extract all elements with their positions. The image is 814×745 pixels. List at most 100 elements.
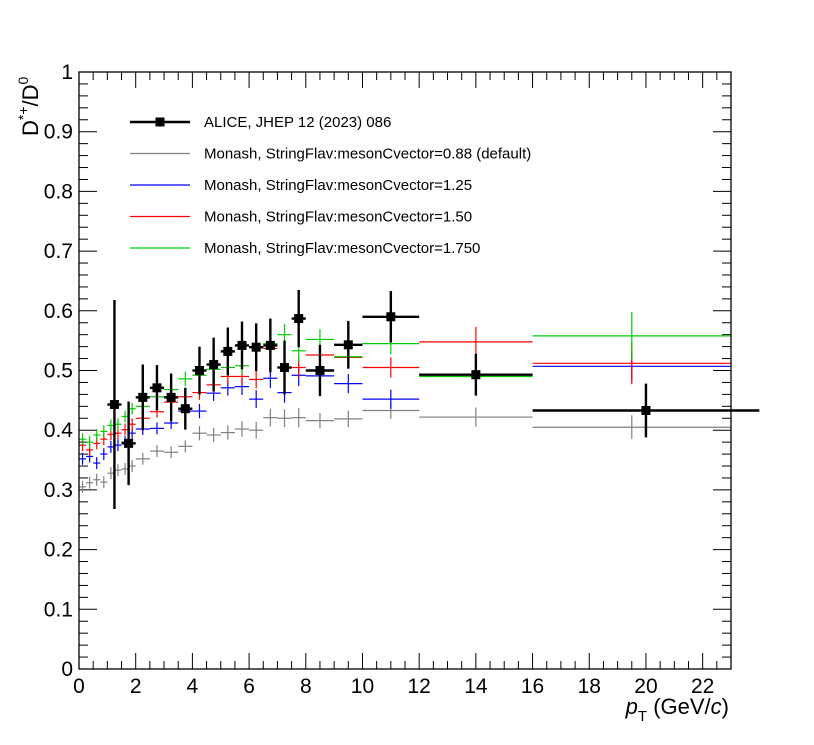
mc-point xyxy=(79,480,87,493)
x-axis-label-symbol: p xyxy=(625,694,638,719)
data-marker xyxy=(237,340,247,350)
data-marker xyxy=(251,342,261,352)
mc-point xyxy=(419,407,533,427)
mc-point xyxy=(192,403,207,419)
y-axis-label-base: D xyxy=(18,120,43,136)
series-1 xyxy=(79,402,731,493)
data-point xyxy=(206,337,221,392)
mc-point xyxy=(234,421,250,437)
mc-point xyxy=(100,476,108,489)
mc-point xyxy=(249,390,264,409)
y-tick-label: 1 xyxy=(61,61,73,84)
y-tick-label: 0.6 xyxy=(44,300,73,323)
mc-point xyxy=(532,311,731,360)
legend-marker xyxy=(155,117,165,127)
mc-point xyxy=(93,429,101,441)
data-marker xyxy=(280,363,290,373)
mc-point xyxy=(249,370,264,389)
legend-entry: Monash, StringFlav:mesonCvector=1.50 xyxy=(130,209,472,226)
x-tick-label: 6 xyxy=(243,675,255,698)
mc-point xyxy=(86,476,94,489)
x-tick-label: 2 xyxy=(130,675,142,698)
y-axis-label: D*+/D0 xyxy=(15,76,43,136)
y-tick-label: 0.3 xyxy=(44,479,73,502)
data-marker xyxy=(152,383,162,393)
mc-point xyxy=(178,371,193,387)
data-marker xyxy=(138,392,148,402)
mc-point xyxy=(206,427,221,443)
y-tick-label: 0.8 xyxy=(44,180,73,203)
x-axis-label-unit-symbol: c xyxy=(711,694,722,719)
mc-point xyxy=(93,457,101,470)
data-point xyxy=(291,289,306,348)
data-marker xyxy=(194,366,204,375)
x-tick-label: 12 xyxy=(407,675,430,698)
data-marker xyxy=(109,400,119,410)
legend-entry: Monash, StringFlav:mesonCvector=1.25 xyxy=(130,177,472,194)
data-point xyxy=(121,401,136,486)
mc-point xyxy=(362,389,420,409)
mc-point xyxy=(192,426,207,441)
data-marker xyxy=(294,314,304,324)
mc-point xyxy=(135,452,150,465)
y-axis-label-mid: /D xyxy=(18,84,43,106)
mc-point xyxy=(419,326,533,357)
data-point xyxy=(192,346,207,395)
data-point xyxy=(362,291,420,343)
data-marker xyxy=(180,404,190,414)
x-tick-label: 14 xyxy=(464,675,488,698)
x-axis-label: pT (GeV/c) xyxy=(625,694,729,725)
y-tick-label: 0.9 xyxy=(44,121,73,144)
data-point xyxy=(263,318,278,373)
data-marker xyxy=(166,392,176,402)
axis-ticks xyxy=(78,71,732,670)
y-tick-label: 0.5 xyxy=(44,360,73,383)
mc-point xyxy=(334,374,363,394)
series-3 xyxy=(79,326,731,456)
x-tick-label: 20 xyxy=(634,675,657,698)
y-axis-label-sup1: *+ xyxy=(15,106,31,120)
x-tick-label: 22 xyxy=(691,675,714,698)
data-marker xyxy=(124,438,134,448)
y-tick-label: 0.7 xyxy=(44,240,73,263)
data-point xyxy=(419,353,533,396)
x-tick-label: 10 xyxy=(351,675,374,698)
mc-point xyxy=(277,409,292,428)
legend-label: Monash, StringFlav:mesonCvector=0.88 (de… xyxy=(204,146,531,163)
mc-point xyxy=(79,452,87,465)
legend-label: Monash, StringFlav:mesonCvector=1.25 xyxy=(204,177,472,194)
data-point xyxy=(164,373,179,422)
legend-entry: ALICE, JHEP 12 (2023) 086 xyxy=(130,114,391,131)
mc-point xyxy=(86,436,94,449)
x-tick-label: 0 xyxy=(73,675,85,698)
data-marker xyxy=(641,405,651,415)
mc-point xyxy=(532,415,731,440)
mc-point xyxy=(362,357,420,378)
data-point xyxy=(220,327,235,376)
legend-entry: Monash, StringFlav:mesonCvector=0.88 (de… xyxy=(130,146,531,163)
plot-frame xyxy=(78,71,732,670)
x-tick-label: 4 xyxy=(187,675,199,698)
series-0 xyxy=(107,289,760,510)
y-tick-label: 0 xyxy=(61,658,73,681)
mc-point xyxy=(305,412,335,429)
x-axis-label-unit-close: ) xyxy=(722,694,729,719)
data-point xyxy=(532,383,760,438)
data-point xyxy=(178,387,193,430)
mc-point xyxy=(149,445,165,458)
legend: ALICE, JHEP 12 (2023) 086 Monash, StringF… xyxy=(130,114,531,257)
mc-point xyxy=(100,448,108,461)
x-axis-label-subscript: T xyxy=(638,708,647,725)
data-marker xyxy=(343,340,353,350)
y-tick-label: 0.1 xyxy=(44,598,73,621)
data-marker xyxy=(223,346,233,356)
x-axis-label-unit: (GeV/ xyxy=(647,694,711,719)
data-point xyxy=(334,320,363,369)
data-marker xyxy=(386,312,396,322)
data-marker xyxy=(209,360,219,370)
data-point xyxy=(277,340,292,395)
data-point xyxy=(249,323,264,372)
data-point xyxy=(149,365,165,411)
mc-point xyxy=(93,473,101,486)
mc-point xyxy=(164,446,179,459)
